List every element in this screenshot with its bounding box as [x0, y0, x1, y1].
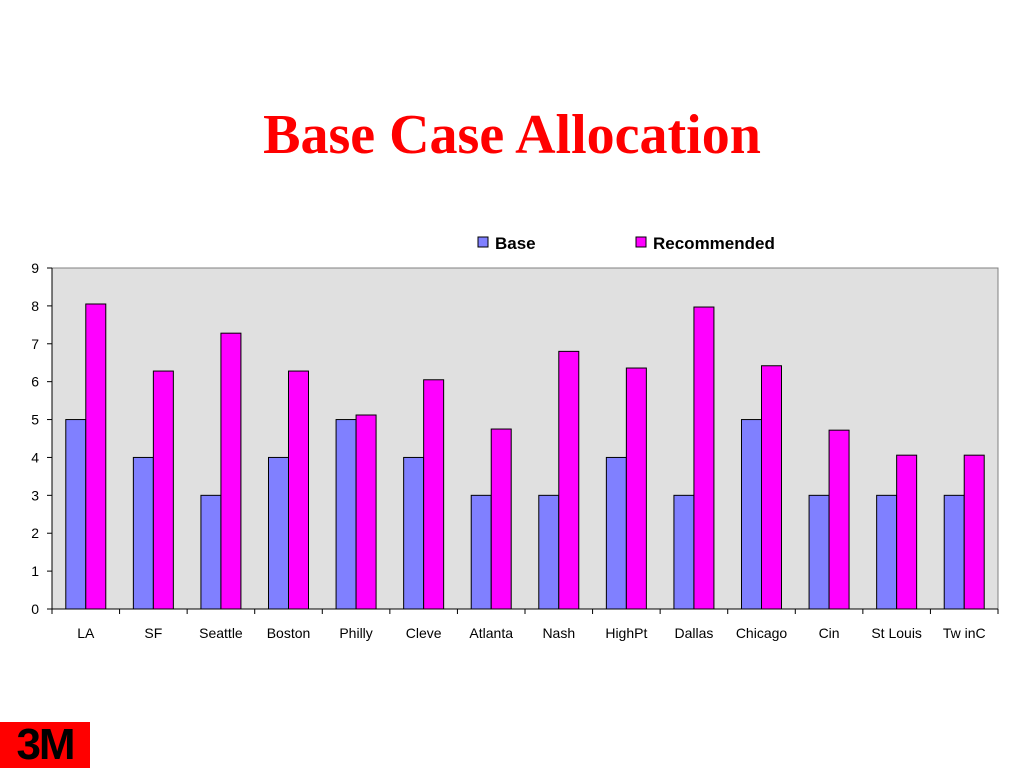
bar-base-philly: [335, 419, 357, 610]
plot-area: [51, 267, 999, 610]
x-tick-label: SF: [144, 625, 162, 641]
axes-group: 0 1 2 3 4 5 6 7 8 9 LA SF Seattle Boston Philly Cleve At…: [31, 260, 999, 641]
bar-recommended-philly: [355, 414, 377, 610]
y-tick-label: 1: [31, 563, 39, 579]
x-tick-label: Tw inC: [943, 625, 986, 641]
bar-base-nash: [538, 494, 560, 610]
bar-base-sf: [132, 456, 154, 610]
x-tick-label: Dallas: [674, 625, 713, 641]
legend-label-recommended: Recommended: [653, 234, 775, 253]
x-tick-label: HighPt: [605, 625, 647, 641]
y-tick-label: 3: [31, 487, 39, 503]
y-tick-label: 5: [31, 412, 39, 428]
bar-recommended-la: [85, 303, 107, 610]
bar-recommended-cin: [828, 429, 850, 610]
bar-recommended-seattle: [220, 332, 242, 610]
bar-base-boston: [268, 456, 289, 610]
x-tick-label: Nash: [542, 625, 575, 641]
y-tick-label: 4: [31, 449, 39, 465]
legend-swatch-recommended: [635, 236, 647, 248]
bars-group: [65, 303, 985, 610]
x-tick-label: Cleve: [406, 625, 442, 641]
legend-label-base: Base: [495, 234, 536, 253]
x-tick-label: Chicago: [736, 625, 788, 641]
x-tick-label: St Louis: [871, 625, 922, 641]
bar-recommended-highpt: [625, 367, 647, 610]
y-tick-label: 8: [31, 298, 39, 314]
y-tick-label: 7: [31, 336, 39, 352]
bar-base-seattle: [200, 494, 222, 610]
bar-recommended-sf: [152, 370, 174, 610]
bar-base-la: [65, 419, 87, 610]
x-tick-label: Philly: [339, 625, 372, 641]
bar-base-tw-inc: [943, 494, 965, 610]
y-tick-label: 2: [31, 525, 39, 541]
bar-base-atlanta: [470, 494, 492, 610]
chart-legend: Base Recommended: [477, 234, 775, 253]
x-tick-label: LA: [77, 625, 95, 641]
bar-recommended-chicago: [761, 365, 782, 610]
bar-recommended-cleve: [423, 379, 445, 610]
bar-recommended-boston: [288, 370, 309, 610]
y-tick-label: 0: [31, 601, 39, 617]
x-tick-label: Atlanta: [469, 625, 513, 641]
bar-base-st-louis: [876, 494, 898, 610]
x-tick-label: Cin: [819, 625, 840, 641]
slide-title: Base Case Allocation: [263, 104, 761, 166]
bar-recommended-dallas: [693, 306, 715, 610]
bar-base-highpt: [605, 456, 627, 610]
x-tick-label: Boston: [267, 625, 311, 641]
bar-base-cin: [808, 494, 830, 610]
bar-recommended-nash: [558, 350, 580, 610]
bar-base-chicago: [741, 419, 762, 610]
3m-logo: 3M: [0, 722, 90, 768]
bar-recommended-st-louis: [896, 454, 918, 610]
bar-recommended-tw-inc: [963, 454, 985, 610]
y-tick-label: 6: [31, 374, 39, 390]
bar-base-dallas: [673, 494, 695, 610]
x-tick-label: Seattle: [199, 625, 243, 641]
legend-swatch-base: [477, 236, 489, 248]
y-tick-label: 9: [31, 260, 39, 276]
bar-recommended-atlanta: [490, 428, 512, 610]
bar-base-cleve: [403, 456, 425, 610]
